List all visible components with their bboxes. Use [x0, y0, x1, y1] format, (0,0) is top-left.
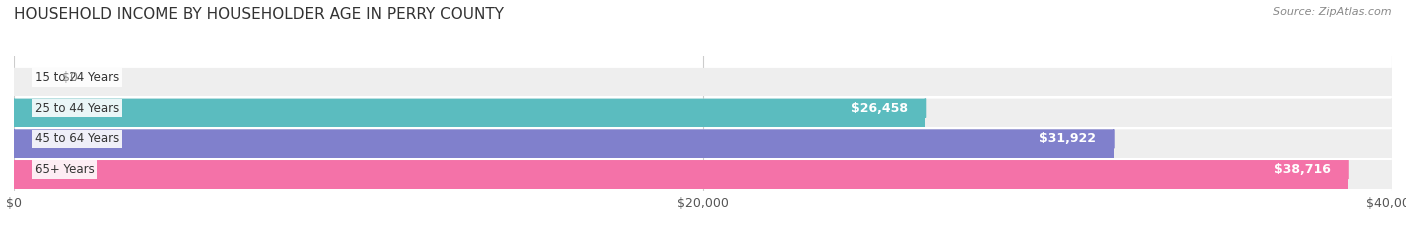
- Text: $0: $0: [62, 71, 79, 84]
- FancyBboxPatch shape: [14, 129, 1114, 148]
- Text: $38,716: $38,716: [1274, 163, 1330, 176]
- Text: 25 to 44 Years: 25 to 44 Years: [35, 102, 120, 115]
- Text: 15 to 24 Years: 15 to 24 Years: [35, 71, 120, 84]
- FancyBboxPatch shape: [14, 68, 1392, 87]
- Text: 65+ Years: 65+ Years: [35, 163, 94, 176]
- FancyBboxPatch shape: [14, 129, 1392, 148]
- FancyBboxPatch shape: [14, 99, 925, 118]
- FancyBboxPatch shape: [14, 160, 1392, 179]
- FancyArrow shape: [14, 139, 1114, 158]
- Text: $31,922: $31,922: [1039, 132, 1097, 145]
- FancyArrow shape: [14, 108, 925, 127]
- FancyArrow shape: [14, 139, 1392, 158]
- Text: 45 to 64 Years: 45 to 64 Years: [35, 132, 120, 145]
- FancyArrow shape: [14, 77, 1392, 96]
- FancyArrow shape: [14, 170, 1392, 188]
- Text: Source: ZipAtlas.com: Source: ZipAtlas.com: [1274, 7, 1392, 17]
- Text: HOUSEHOLD INCOME BY HOUSEHOLDER AGE IN PERRY COUNTY: HOUSEHOLD INCOME BY HOUSEHOLDER AGE IN P…: [14, 7, 505, 22]
- Text: $26,458: $26,458: [851, 102, 908, 115]
- FancyArrow shape: [14, 108, 1392, 127]
- FancyBboxPatch shape: [14, 160, 1348, 179]
- FancyBboxPatch shape: [14, 99, 1392, 118]
- FancyArrow shape: [14, 170, 1348, 188]
